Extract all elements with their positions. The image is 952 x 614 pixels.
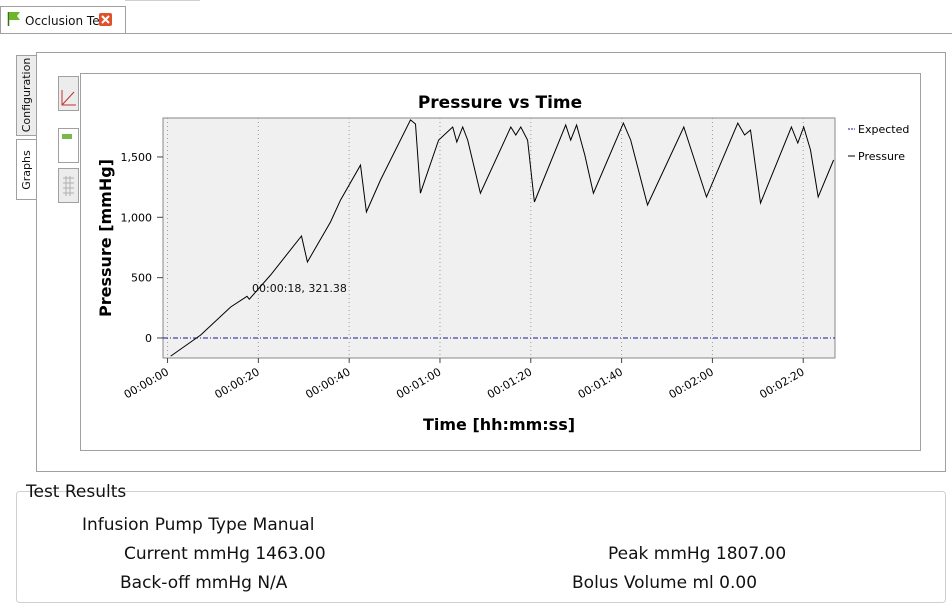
side-tab[interactable] <box>16 139 37 200</box>
result-value: Manual <box>252 515 315 535</box>
result-value: N/A <box>257 573 288 593</box>
side-tab-label: Graphs <box>20 150 33 190</box>
y-tick-label: 500 <box>131 272 152 285</box>
result-field: Bolus Volume ml 0.00 <box>572 573 757 593</box>
y-axis-label: Pressure [mmHg] <box>96 159 115 317</box>
result-label: Bolus Volume ml <box>572 573 714 593</box>
series-line <box>170 119 835 357</box>
result-label: Peak mmHg <box>608 544 711 564</box>
result-field: Peak mmHg 1807.00 <box>608 544 786 564</box>
graph-icon <box>61 90 76 106</box>
result-value: 1807.00 <box>715 544 787 564</box>
y-tick-label: 1,500 <box>121 151 153 164</box>
plot-area <box>162 117 836 359</box>
x-tick-label: 00:01:40 <box>576 365 625 401</box>
result-field: Infusion Pump Type Manual <box>82 515 314 535</box>
graph-tab[interactable] <box>58 76 79 111</box>
results-title: Test Results <box>26 482 127 502</box>
x-axis-label: Time [hh:mm:ss] <box>423 415 575 434</box>
result-value: 1463.00 <box>255 544 326 564</box>
side-tab-label: Configuration <box>20 58 33 133</box>
table-icon <box>63 176 74 196</box>
result-field: Back-off mmHg N/A <box>120 573 287 593</box>
results-box <box>16 491 946 603</box>
annotation: 00:00:18, 321.38 <box>252 282 347 295</box>
graph-icon <box>62 134 72 139</box>
legend-label: Pressure <box>858 150 905 163</box>
graph-tab[interactable] <box>58 168 79 203</box>
result-label: Current mmHg <box>124 544 250 564</box>
tab-title: Occlusion Test <box>25 14 111 28</box>
x-tick-label: 00:01:00 <box>394 365 443 401</box>
x-tick-label: 00:02:20 <box>757 365 806 401</box>
result-field: Current mmHg 1463.00 <box>124 544 326 564</box>
x-tick-label: 00:02:00 <box>667 365 716 401</box>
y-tick-label: 0 <box>145 332 152 345</box>
flag-icon <box>9 12 20 20</box>
side-tab[interactable] <box>16 55 37 136</box>
result-value: 0.00 <box>719 573 758 593</box>
close-icon <box>101 15 110 24</box>
result-label: Back-off mmHg <box>120 573 252 593</box>
x-tick-label: 00:00:00 <box>122 365 171 401</box>
chart-title: Pressure vs Time <box>418 93 582 113</box>
result-label: Infusion Pump Type <box>82 515 248 535</box>
x-tick-label: 00:00:20 <box>213 365 262 401</box>
x-tick-label: 00:00:40 <box>303 365 352 401</box>
legend-label: Expected <box>858 123 909 136</box>
x-tick-label: 00:01:20 <box>485 365 534 401</box>
y-tick-label: 1,000 <box>121 211 153 224</box>
